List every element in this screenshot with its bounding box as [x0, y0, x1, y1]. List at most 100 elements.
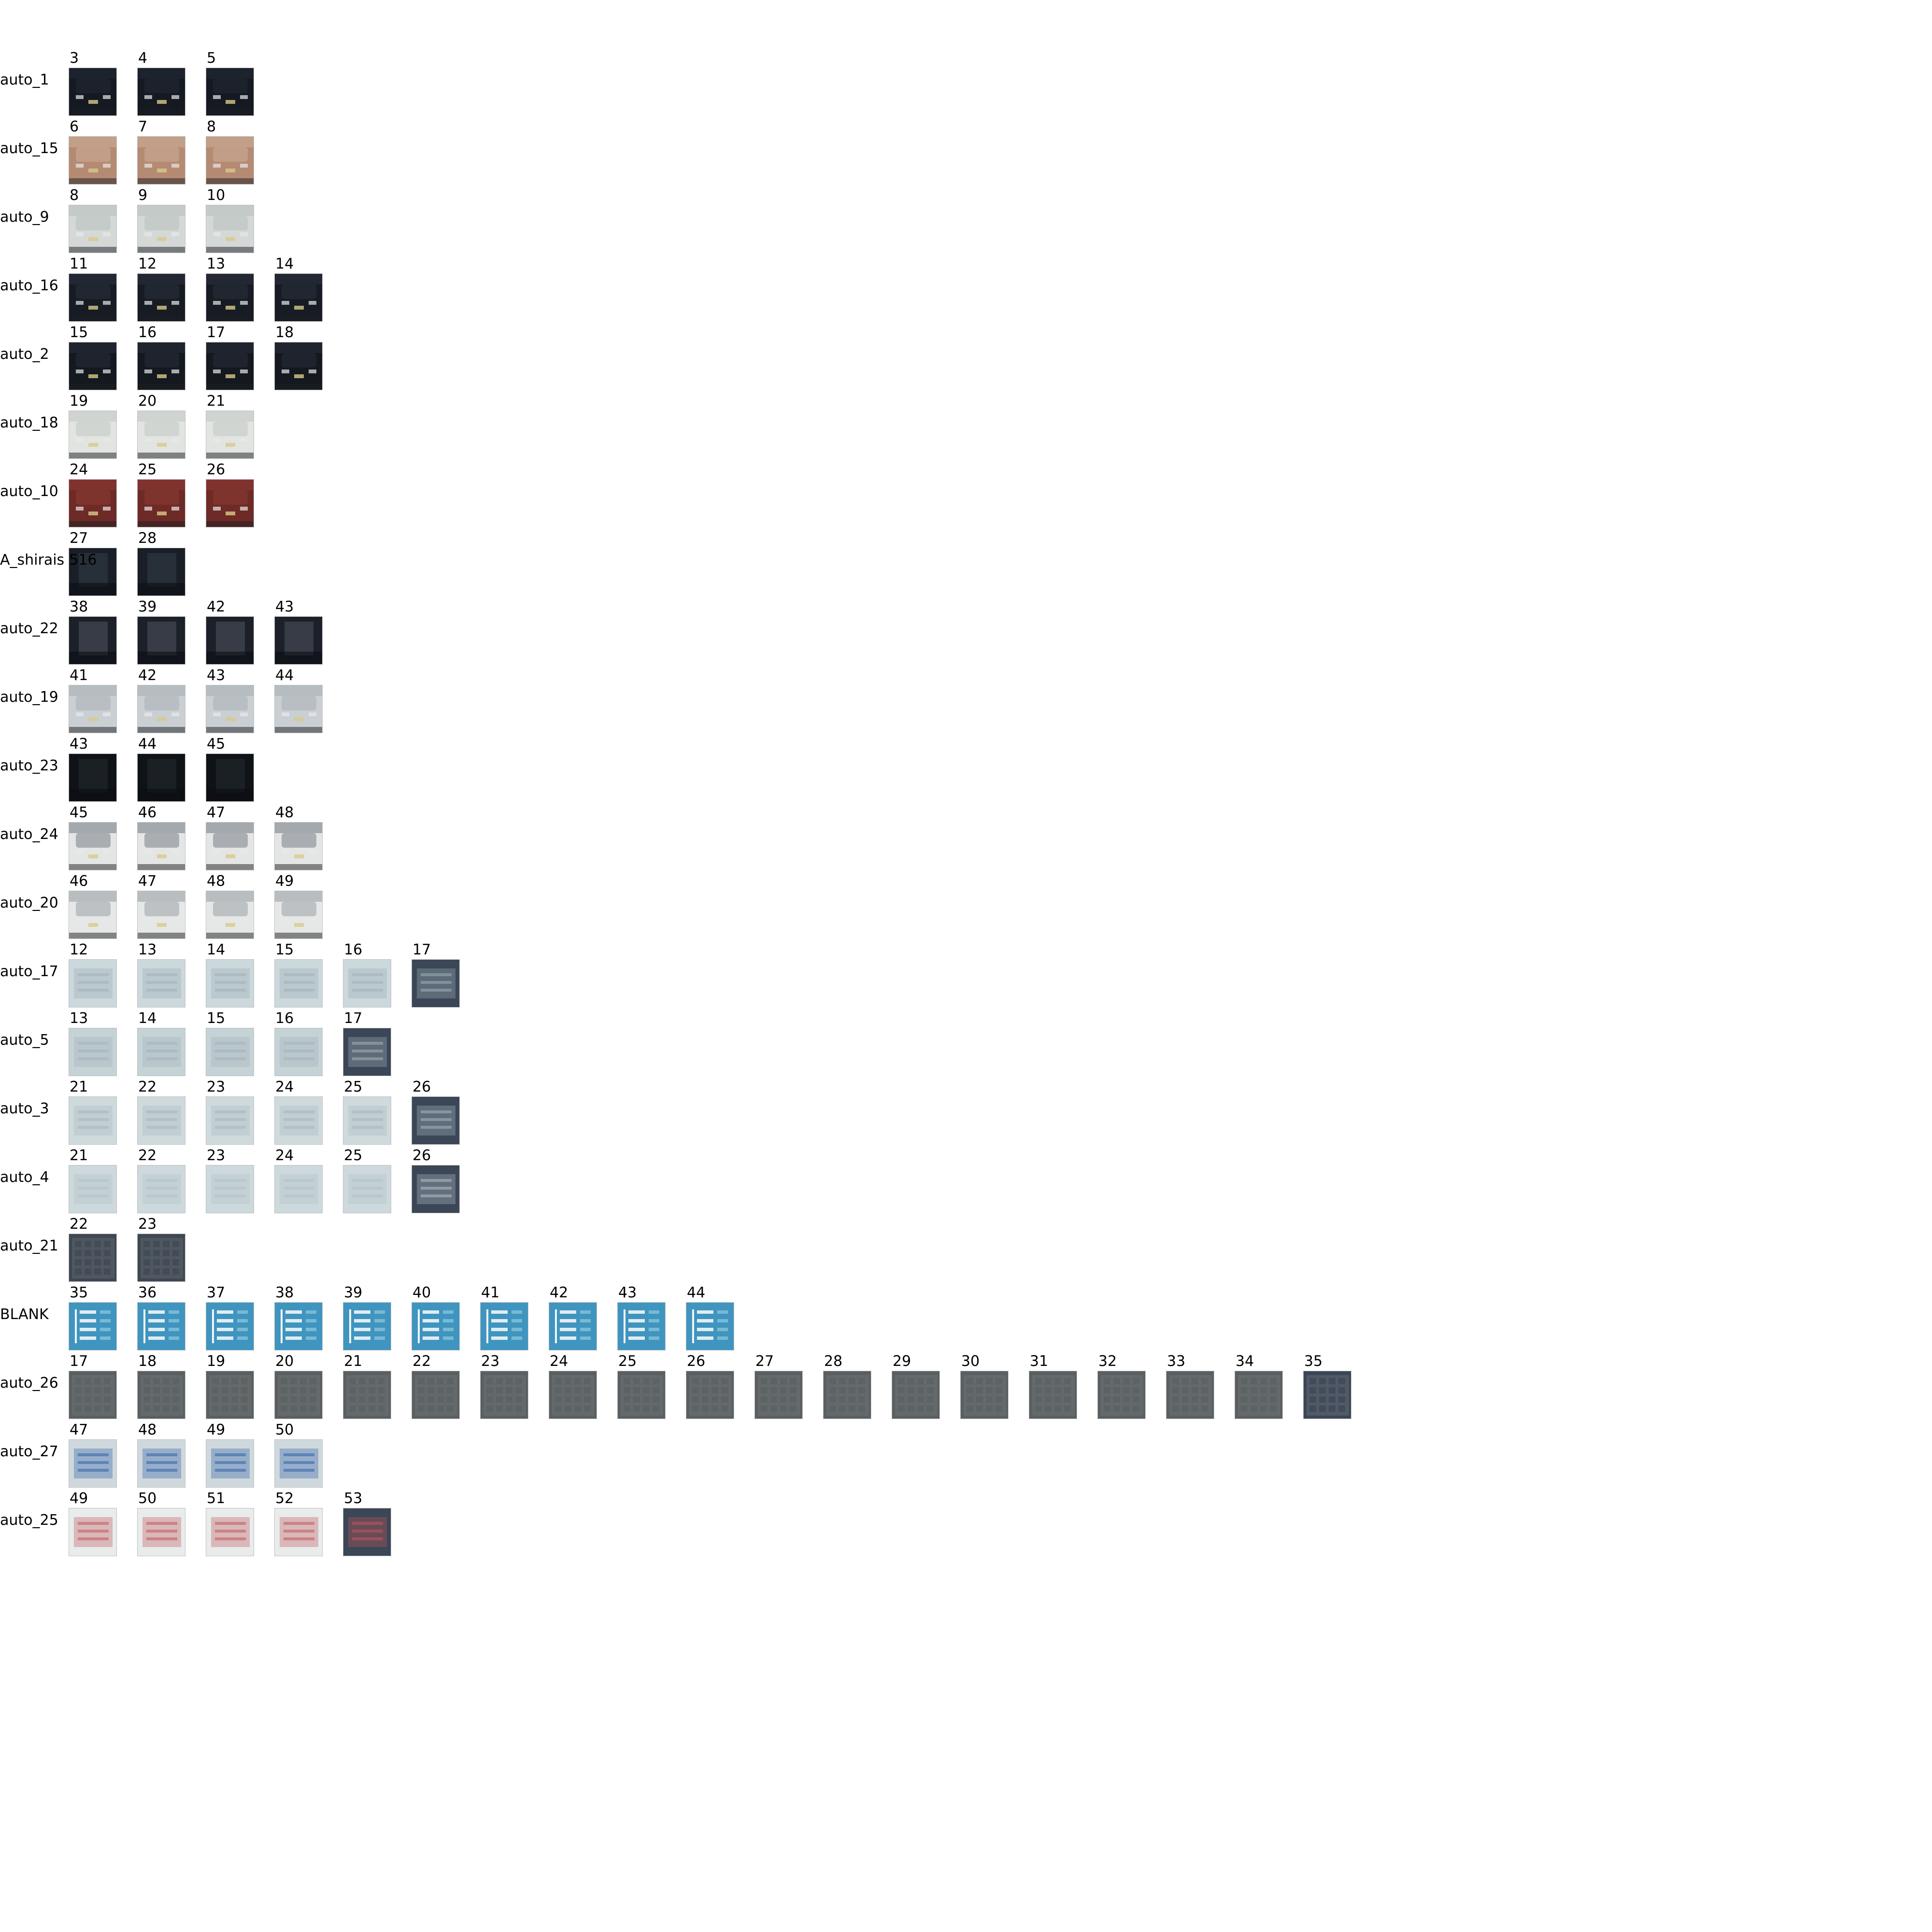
blue-image-crop [69, 1302, 117, 1350]
grid-image-crop [823, 1371, 871, 1419]
frame-number: 21 [70, 1079, 88, 1095]
sign-image-crop [274, 1508, 323, 1556]
sign-image-crop [412, 959, 460, 1008]
sign-image-crop [274, 1096, 323, 1145]
track-label: auto_4 [0, 1169, 49, 1186]
blue-image-crop [343, 1302, 391, 1350]
frame-number: 15 [275, 941, 294, 958]
frame-number: 17 [344, 1010, 363, 1027]
dark-image-crop [274, 616, 323, 665]
frame-number: 12 [70, 941, 88, 958]
frame-number: 52 [275, 1490, 294, 1507]
frame-number: 28 [824, 1353, 843, 1370]
frame-number: 15 [70, 324, 88, 341]
track-label-text: auto_22 [0, 620, 58, 637]
frame-number: 42 [207, 598, 226, 615]
frame-number: 22 [412, 1353, 431, 1370]
grid-image-crop [69, 1234, 117, 1282]
frame-number: 46 [138, 804, 157, 821]
frame-number: 16 [344, 941, 363, 958]
frame-number: 13 [207, 256, 226, 272]
track-label-text: auto_9 [0, 209, 49, 226]
sign-image-crop [343, 1028, 391, 1076]
car-image-crop [137, 205, 185, 253]
track-label: auto_16 [0, 277, 58, 295]
blue-image-crop [686, 1302, 734, 1350]
frame-number: 22 [138, 1079, 157, 1095]
dark-image-crop [206, 753, 254, 802]
frame-number: 42 [138, 667, 157, 684]
frame-number: 21 [344, 1353, 363, 1370]
frame-number: 16 [275, 1010, 294, 1027]
frame-number: 49 [70, 1490, 88, 1507]
blue-image-crop [549, 1302, 597, 1350]
car-image-crop [206, 342, 254, 390]
frame-number: 50 [138, 1490, 157, 1507]
blue-image-crop [137, 1302, 185, 1350]
car-image-crop [69, 68, 117, 116]
frame-number: 19 [70, 393, 88, 410]
grid-image-crop [1029, 1371, 1077, 1419]
frame-number: 34 [1236, 1353, 1254, 1370]
frame-number: 20 [275, 1353, 294, 1370]
frame-number: 37 [207, 1284, 226, 1301]
sign-image-crop [137, 1508, 185, 1556]
car-image-crop [137, 68, 185, 116]
frame-number: 6 [70, 118, 79, 135]
car-image-crop [137, 479, 185, 527]
track-label-text: auto_10 [0, 483, 58, 500]
dark-image-crop [69, 753, 117, 802]
frame-number: 47 [138, 873, 157, 890]
frame-number: 23 [138, 1216, 157, 1233]
car-image-crop [274, 273, 323, 322]
sign-image-crop [412, 1165, 460, 1213]
frame-number: 25 [344, 1147, 363, 1164]
grid-image-crop [137, 1371, 185, 1419]
track-label: auto_19 [0, 689, 58, 706]
frame-number: 13 [70, 1010, 88, 1027]
sign-image-crop [137, 1096, 185, 1145]
frame-number: 23 [481, 1353, 500, 1370]
sign-image-crop [206, 1028, 254, 1076]
grid-image-crop [206, 1371, 254, 1419]
car-image-crop [137, 891, 185, 939]
dark-image-crop [137, 548, 185, 596]
sign-image-crop [343, 1508, 391, 1556]
track-label: auto_5 [0, 1032, 49, 1049]
frame-number: 17 [412, 941, 431, 958]
track-label: A_shirais 516 [0, 552, 97, 569]
grid-image-crop [412, 1371, 460, 1419]
grid-image-crop [1097, 1371, 1146, 1419]
track-label: auto_10 [0, 483, 58, 500]
sign-image-crop [69, 1028, 117, 1076]
car-image-crop [69, 685, 117, 733]
frame-number: 17 [70, 1353, 88, 1370]
frame-number: 14 [275, 256, 294, 272]
blue-image-crop [617, 1302, 666, 1350]
frame-number: 43 [70, 736, 88, 753]
frame-number: 24 [275, 1147, 294, 1164]
frame-number: 21 [70, 1147, 88, 1164]
frame-number: 41 [481, 1284, 500, 1301]
grid-image-crop [480, 1371, 528, 1419]
sign-image-crop [274, 1028, 323, 1076]
track-label-text: auto_26 [0, 1375, 58, 1392]
track-label: auto_3 [0, 1100, 49, 1118]
sign-image-crop [343, 1165, 391, 1213]
frame-number: 39 [344, 1284, 363, 1301]
sign-image-crop [206, 1439, 254, 1488]
frame-number: 45 [207, 736, 226, 753]
grid-image-crop [137, 1234, 185, 1282]
car-image-crop [137, 822, 185, 870]
frame-number: 26 [207, 461, 226, 478]
frame-number: 5 [207, 50, 216, 67]
car-image-crop [137, 685, 185, 733]
car-image-crop [69, 342, 117, 390]
frame-number: 12 [138, 256, 157, 272]
grid-image-crop [617, 1371, 666, 1419]
frame-number: 38 [275, 1284, 294, 1301]
sign-image-crop [137, 1439, 185, 1488]
frame-number: 44 [687, 1284, 706, 1301]
dark-image-crop [137, 753, 185, 802]
sign-image-crop [274, 959, 323, 1008]
